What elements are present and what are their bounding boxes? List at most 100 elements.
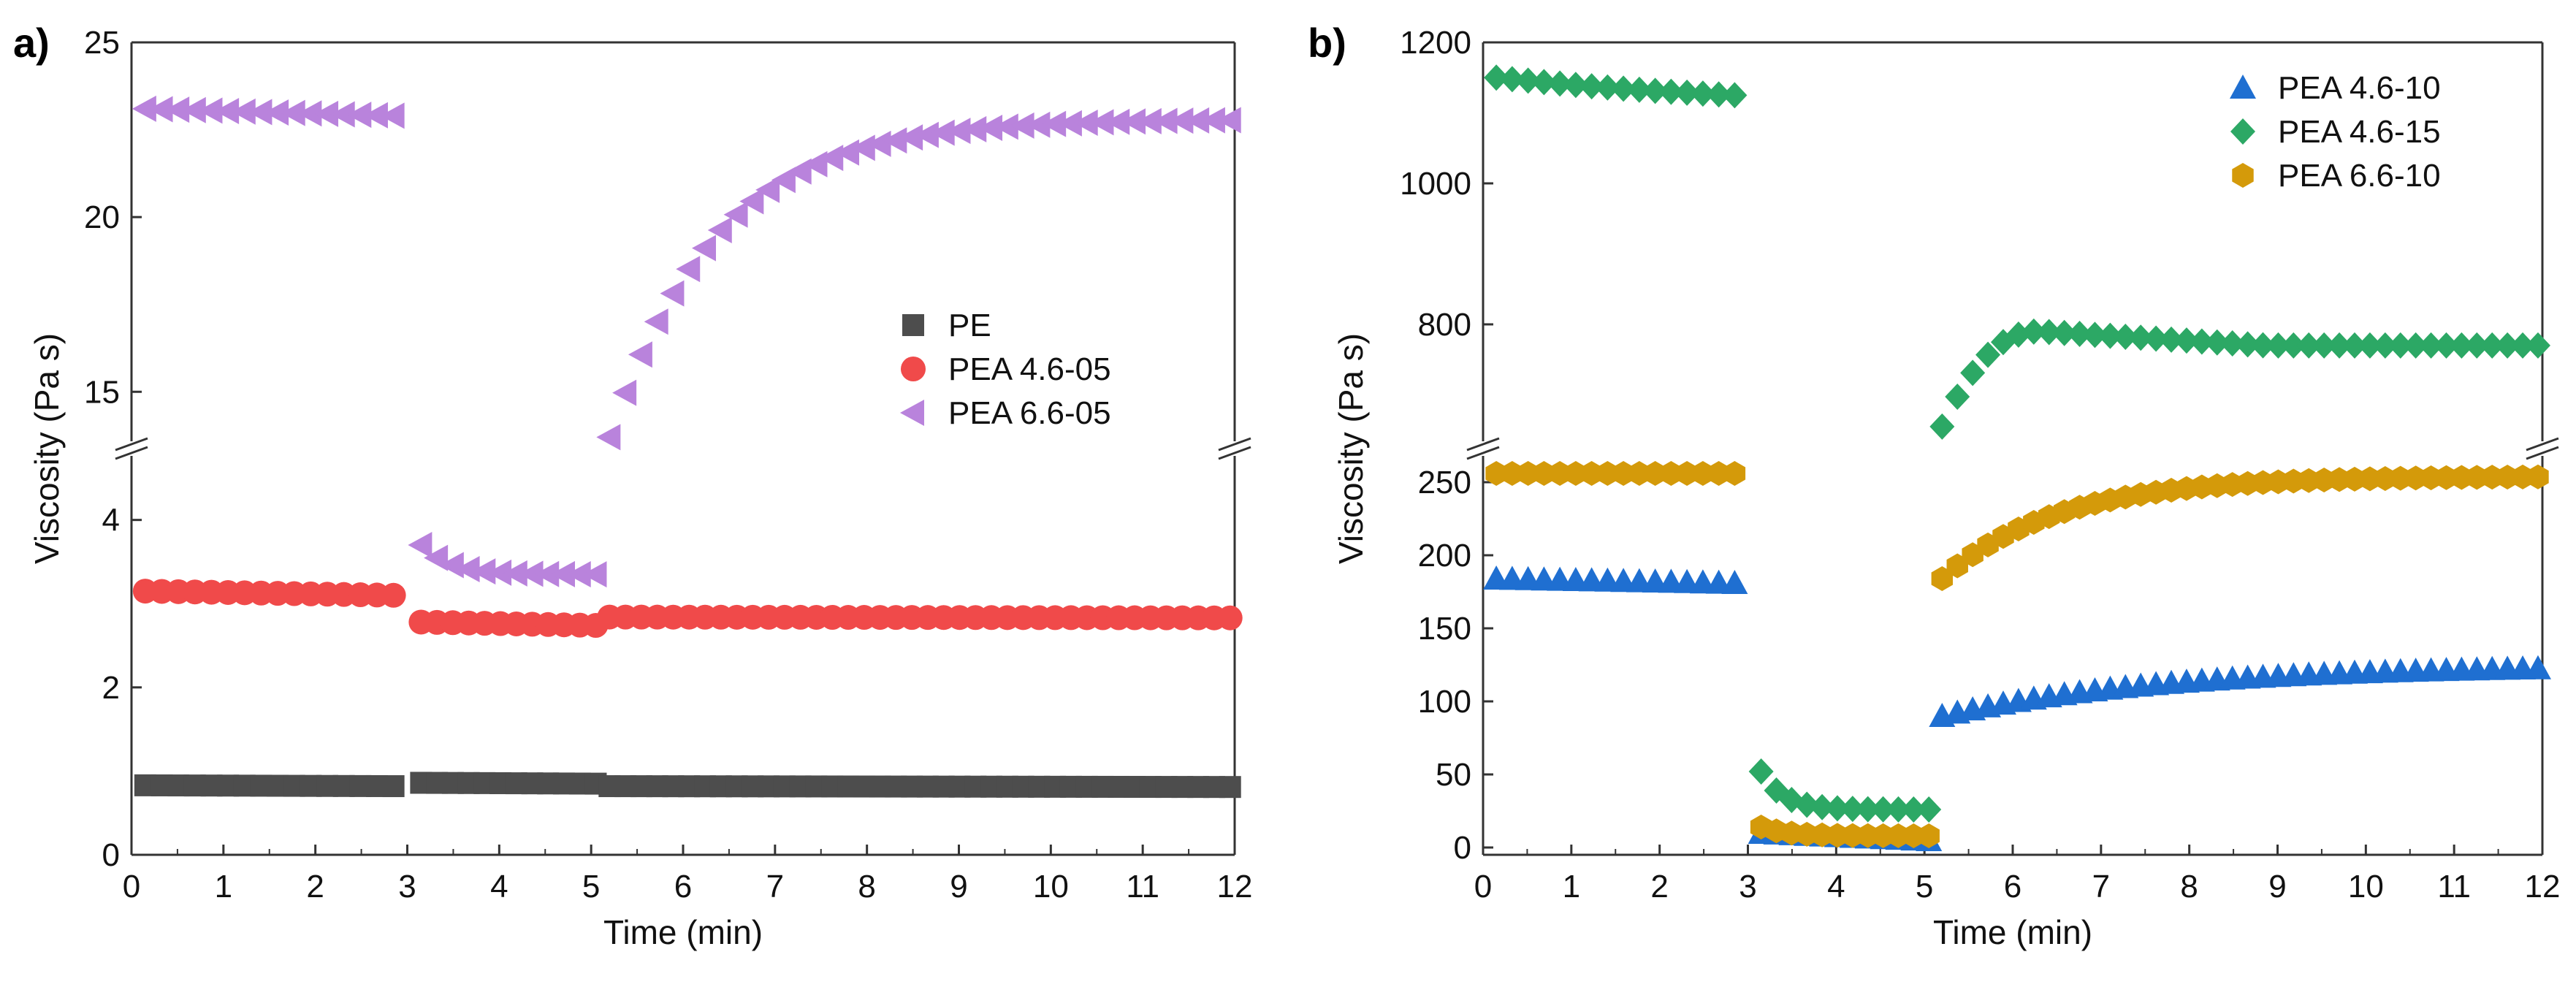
data-point [1153,107,1178,134]
axis-break-mark [2526,437,2559,452]
axis-break-mark [1218,446,1251,460]
legend-marker [902,314,924,336]
data-point [1200,107,1225,134]
data-point [1642,77,1668,104]
legend-label: PEA 6.6-05 [948,395,1111,431]
data-point [1723,461,1746,486]
data-point [1918,823,1940,848]
data-point [1073,109,1098,136]
y-tick-label: 50 [1436,757,1471,793]
x-tick-label: 12 [2525,869,2561,904]
data-point [2051,319,2077,346]
x-tick-label: 11 [2437,869,2471,904]
data-point [1916,796,1942,823]
data-point [231,98,256,125]
data-point [1810,793,1835,820]
data-point [503,560,527,587]
data-point [1794,791,1820,818]
legend-marker [900,400,924,426]
data-point [2327,332,2352,359]
data-point [1975,341,2001,368]
y-tick-label: 250 [1418,465,1471,500]
data-point [2296,332,2322,359]
data-point [612,379,637,406]
x-tick-label: 1 [215,869,232,904]
x-tick-label: 3 [398,869,416,904]
data-point [866,130,891,157]
data-point [1595,74,1620,101]
data-point [215,98,240,125]
data-point [2113,323,2138,350]
data-point [1901,796,1927,823]
x-axis-title: Time (min) [603,913,763,951]
data-point [2388,332,2413,359]
y-tick-label: 15 [84,374,120,410]
y-tick-label: 2 [102,670,120,706]
data-point [1499,66,1525,93]
x-tick-label: 0 [123,869,140,904]
data-point [962,115,987,142]
data-point [2036,319,2062,346]
panel-label: a) [13,20,50,66]
data-point [723,201,748,228]
x-tick-label: 7 [766,869,784,904]
data-point [181,96,206,123]
legend-marker [2230,75,2256,99]
y-axis-title: Viscosity (Pa s) [28,333,66,564]
data-point [994,113,1018,140]
data-point [330,101,355,128]
x-tick-label: 10 [1033,869,1069,904]
x-tick-label: 9 [2268,869,2286,904]
data-point [2021,318,2046,345]
data-point [1185,107,1210,134]
y-tick-label: 150 [1418,611,1471,647]
series-pe [134,772,1241,799]
x-tick-label: 11 [1126,869,1159,904]
legend-marker [901,357,926,381]
chart-panel-2 [1466,41,2559,856]
data-point [2434,332,2459,359]
data-point [2159,326,2184,353]
data-point [2235,331,2260,358]
data-point [264,99,289,126]
x-tick-label: 4 [490,869,508,904]
data-point [2418,332,2444,359]
axis-break-gap [2526,441,2558,456]
data-point [566,561,591,588]
data-point [930,119,955,146]
series-pea-6-6-10 [1485,461,2549,848]
data-point [2144,325,2169,352]
x-tick-label: 8 [2180,869,2198,904]
data-point [1870,796,1896,823]
x-tick-label: 1 [1563,869,1580,904]
series-pea-4-6-15 [1484,64,2550,823]
legend-label: PE [948,308,991,343]
legend-label: PEA 4.6-10 [2278,70,2441,106]
y-tick-label: 100 [1418,684,1471,720]
data-point [1121,108,1146,135]
data-point [835,139,860,166]
data-point [347,102,372,129]
data-point [692,235,717,262]
legend-label: PEA 6.6-10 [2278,158,2441,194]
data-point [382,775,405,798]
data-point [1824,795,1850,822]
data-point [1579,73,1604,100]
x-tick-label: 12 [1217,869,1253,904]
data-point [2527,464,2549,490]
data-point [596,424,621,451]
axis-break-mark [115,437,148,452]
data-point [1945,383,1970,410]
y-tick-label: 20 [84,199,120,235]
data-point [2005,321,2031,348]
data-point [1531,69,1557,96]
data-point [2449,332,2474,359]
y-tick-label: 1000 [1400,166,1471,202]
data-point [1748,758,1774,785]
data-point [1515,67,1541,94]
data-point [1169,107,1194,134]
series-pea-4-6-10 [1483,565,2551,851]
data-point [899,124,923,151]
data-point [2082,321,2108,348]
data-point [1216,107,1241,134]
